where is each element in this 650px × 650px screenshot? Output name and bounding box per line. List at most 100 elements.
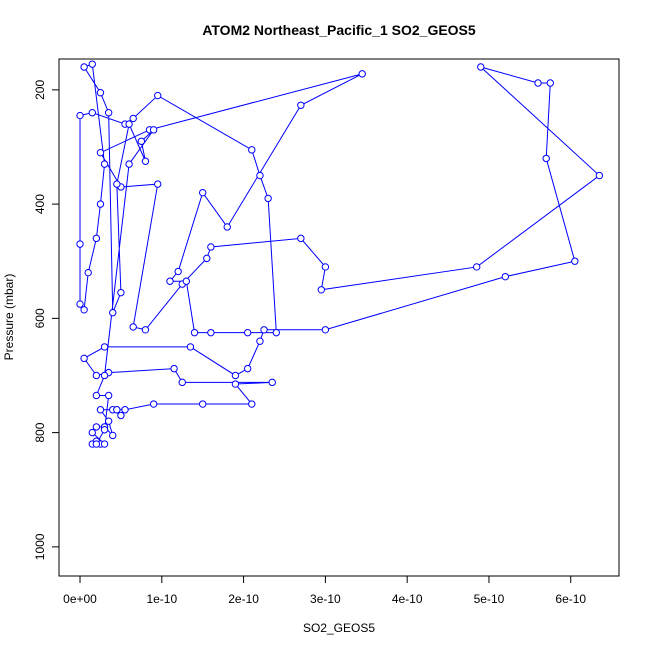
data-point	[207, 243, 215, 251]
data-point	[113, 406, 121, 414]
data-point	[243, 328, 252, 337]
data-point	[501, 272, 510, 281]
data-point	[248, 400, 256, 408]
data-point	[170, 364, 178, 373]
data-point	[248, 146, 256, 154]
data-point	[96, 89, 105, 97]
data-point	[125, 120, 133, 128]
data-point	[92, 234, 101, 243]
y-tick-label: 800	[33, 422, 47, 442]
data-point	[100, 426, 109, 434]
data-point	[92, 440, 101, 448]
x-tick-label: 0e+00	[63, 592, 97, 606]
data-point	[104, 391, 113, 400]
data-point	[243, 364, 252, 373]
data-point	[76, 300, 84, 308]
data-point	[190, 328, 199, 337]
y-tick-label: 600	[33, 308, 47, 328]
data-point	[129, 323, 137, 331]
data-point	[260, 326, 268, 334]
data-point	[109, 308, 117, 317]
data-point	[534, 79, 542, 87]
data-point	[141, 326, 150, 334]
data-point	[117, 411, 125, 420]
data-point	[264, 194, 272, 203]
x-axis-label: SO2_GEOS5	[303, 621, 375, 635]
data-point	[117, 288, 125, 297]
data-point	[358, 70, 366, 78]
plot-frame	[58, 58, 620, 577]
data-point	[477, 63, 485, 71]
data-point	[104, 108, 113, 117]
data-point	[256, 171, 264, 180]
data-point	[125, 160, 133, 168]
data-point	[129, 114, 137, 123]
data-point	[92, 423, 101, 431]
x-tick-label: 1e-10	[146, 592, 177, 606]
data-point	[154, 91, 162, 100]
x-tick-label: 5e-10	[474, 592, 505, 606]
data-point	[88, 428, 96, 437]
data-point	[223, 223, 231, 231]
data-line	[79, 63, 601, 445]
data-point	[203, 254, 211, 263]
data-point	[571, 257, 579, 265]
x-tick-label: 2e-10	[228, 592, 259, 606]
data-point	[92, 391, 101, 400]
data-point	[207, 328, 215, 337]
data-point	[104, 417, 113, 425]
data-point	[546, 79, 554, 87]
data-point	[149, 126, 158, 134]
data-point	[76, 111, 84, 120]
x-tick-label: 6e-10	[555, 592, 586, 606]
data-point	[100, 343, 109, 351]
data-point	[186, 343, 195, 351]
data-point	[137, 137, 146, 145]
data-point	[88, 108, 96, 117]
data-point	[268, 378, 276, 387]
chart-title: ATOM2 Northeast_Pacific_1 SO2_GEOS5	[202, 22, 476, 38]
data-point	[100, 371, 109, 380]
data-point	[297, 234, 305, 243]
data-point	[595, 171, 604, 180]
data-point	[92, 371, 101, 380]
data-point	[256, 337, 264, 345]
data-point	[174, 267, 182, 276]
y-tick-label: 400	[33, 194, 47, 214]
data-point	[182, 277, 191, 285]
data-point	[109, 431, 117, 440]
data-point	[96, 148, 105, 157]
data-point	[297, 101, 305, 109]
y-tick-label: 200	[33, 80, 47, 100]
data-point	[141, 157, 150, 165]
data-point	[542, 154, 550, 163]
data-point	[317, 286, 325, 294]
data-point	[76, 240, 84, 248]
y-tick-label: 1000	[33, 533, 47, 560]
data-point	[199, 188, 207, 197]
data-point	[96, 200, 105, 208]
data-point	[231, 380, 240, 388]
data-point	[178, 378, 186, 387]
data-point	[154, 180, 162, 188]
data-point	[166, 277, 174, 285]
data-point	[100, 160, 109, 168]
data-point	[80, 63, 88, 71]
data-point	[80, 306, 88, 314]
data-point	[472, 263, 481, 271]
data-point	[121, 406, 129, 414]
x-tick-label: 3e-10	[310, 592, 341, 606]
data-point	[80, 354, 88, 363]
data-point	[88, 60, 96, 68]
y-axis-label: Pressure (mbar)	[2, 274, 16, 361]
data-point	[84, 268, 92, 277]
data-point	[272, 328, 281, 337]
data-point	[321, 326, 330, 334]
data-point	[231, 371, 240, 380]
data-point	[149, 400, 158, 408]
data-point	[100, 440, 109, 448]
data-point	[199, 400, 207, 408]
data-point	[96, 406, 105, 414]
data-point	[321, 263, 330, 271]
